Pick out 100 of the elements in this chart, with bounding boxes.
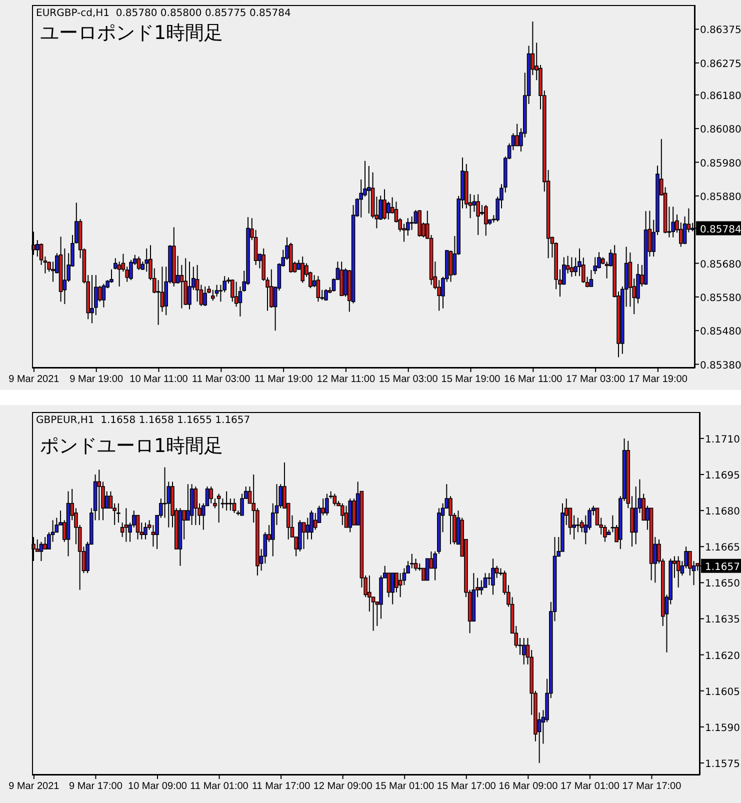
x-tick-label: 9 Mar 2021 (8, 374, 60, 385)
x-tick-label: 11 Mar 19:00 (254, 374, 314, 385)
x-tick-label: 12 Mar 09:00 (313, 781, 373, 792)
annotation: GBPEUR,H1 1.1658 1.1658 1.1655 1.1657 (36, 415, 250, 426)
x-tick-label: 17 Mar 19:00 (628, 374, 688, 385)
y-tick-label: 0.85580 (700, 292, 741, 304)
candlestick (116, 502, 120, 524)
candlestick (484, 204, 488, 236)
candlestick (144, 522, 148, 540)
candlestick (136, 256, 141, 271)
x-tick-label: 17 Mar 01:00 (560, 781, 620, 792)
candlestick (39, 541, 44, 562)
y-tick-label: 0.85784 (700, 224, 741, 236)
candlestick (302, 522, 306, 550)
y-tick-label: 1.1590 (705, 722, 740, 734)
y-tick-label: 0.85680 (700, 259, 741, 270)
y-tick-label: 1.1635 (705, 614, 740, 626)
candlestick (676, 556, 680, 588)
candlestick (589, 270, 594, 288)
candlestick (382, 188, 386, 220)
candlestick (117, 261, 122, 288)
y-tick-label: 1.1710 (705, 434, 740, 446)
candlestick (224, 490, 228, 512)
candlestick (310, 510, 314, 540)
candlestick (671, 206, 675, 238)
x-tick-label: 9 Mar 19:00 (70, 374, 124, 385)
x-tick-label: 15 Mar 03:00 (378, 374, 438, 385)
y-tick-label: 1.1657 (705, 562, 740, 573)
candlestick (184, 258, 188, 306)
candlestick (102, 283, 106, 308)
candlestick (332, 493, 337, 506)
x-tick-label: 17 Mar 03:00 (566, 374, 626, 385)
candlestick (367, 165, 371, 214)
candlestick (522, 637, 526, 665)
x-tick-label: 16 Mar 09:00 (498, 781, 558, 792)
x-tick-label: 17 Mar 17:00 (622, 781, 682, 792)
candlestick (368, 574, 372, 612)
candlestick (188, 261, 192, 310)
candlestick (340, 502, 344, 526)
candlestick (398, 572, 402, 598)
candlestick (209, 486, 214, 504)
y-tick-label: 0.86375 (700, 25, 741, 36)
candlestick (211, 289, 215, 302)
candlestick (476, 194, 480, 236)
x-tick-label: 9 Mar 17:00 (69, 781, 123, 792)
candlestick (232, 498, 236, 514)
candlestick (195, 264, 200, 302)
y-tick-label: 1.1650 (705, 578, 740, 590)
candlestick (414, 558, 418, 572)
candlestick (90, 274, 94, 324)
x-tick-label: 12 Mar 11:00 (316, 374, 376, 385)
x-tick-label: 11 Mar 01:00 (190, 781, 249, 792)
candlestick (136, 514, 140, 540)
x-tick-label: 15 Mar 17:00 (436, 781, 496, 792)
x-tick-label: 15 Mar 19:00 (441, 374, 501, 385)
candlestick (325, 493, 329, 516)
candlestick (228, 498, 232, 512)
candlestick (576, 517, 580, 533)
y-tick-label: 1.1665 (705, 542, 740, 554)
x-tick-label: 11 Mar 03:00 (192, 374, 251, 385)
y-tick-label: 0.85480 (700, 326, 741, 338)
candlestick (386, 201, 390, 220)
y-tick-label: 1.1605 (705, 686, 740, 698)
x-tick-label: 15 Mar 01:00 (375, 781, 435, 792)
candlestick (43, 536, 47, 550)
y-tick-label: 0.86275 (700, 58, 741, 70)
x-tick-label: 11 Mar 17:00 (252, 781, 311, 792)
x-tick-label: 9 Mar 2021 (8, 781, 60, 792)
y-tick-label: 0.85980 (700, 158, 741, 170)
candlestick (300, 256, 304, 284)
y-tick-label: 1.1680 (705, 506, 740, 518)
candlestick (194, 486, 198, 526)
candlestick (129, 259, 133, 281)
y-tick-label: 1.1620 (705, 650, 740, 662)
y-tick-label: 0.85380 (700, 360, 741, 372)
candlestick (97, 469, 102, 521)
text: ユーロポンド1時間足 (40, 21, 224, 46)
candlestick (62, 248, 67, 305)
candlestick (480, 580, 484, 596)
candlestick (124, 508, 128, 542)
candlestick (515, 123, 519, 147)
candlestick (410, 216, 414, 230)
text: ポンドユーロ1時間足 (40, 434, 224, 459)
candlestick (386, 572, 391, 598)
candlestick (491, 558, 495, 596)
y-tick-label: 1.1695 (705, 470, 740, 482)
y-tick-label: 0.86080 (700, 124, 741, 136)
candlestick (214, 284, 219, 298)
x-tick-label: 16 Mar 11:00 (504, 374, 563, 385)
candlestick (203, 286, 207, 307)
candlestick (390, 572, 394, 605)
candlestick (240, 493, 244, 516)
candlestick (216, 493, 221, 524)
candlestick (425, 558, 430, 581)
candlestick (186, 484, 190, 521)
y-tick-label: 0.86180 (700, 90, 741, 102)
candlestick (448, 496, 452, 545)
annotation: EURGBP-cd,H1 0.85780 0.85800 0.85775 0.85784 (36, 8, 291, 19)
y-tick-label: 1.1575 (705, 758, 740, 770)
x-tick-label: 10 Mar 09:00 (128, 781, 188, 792)
